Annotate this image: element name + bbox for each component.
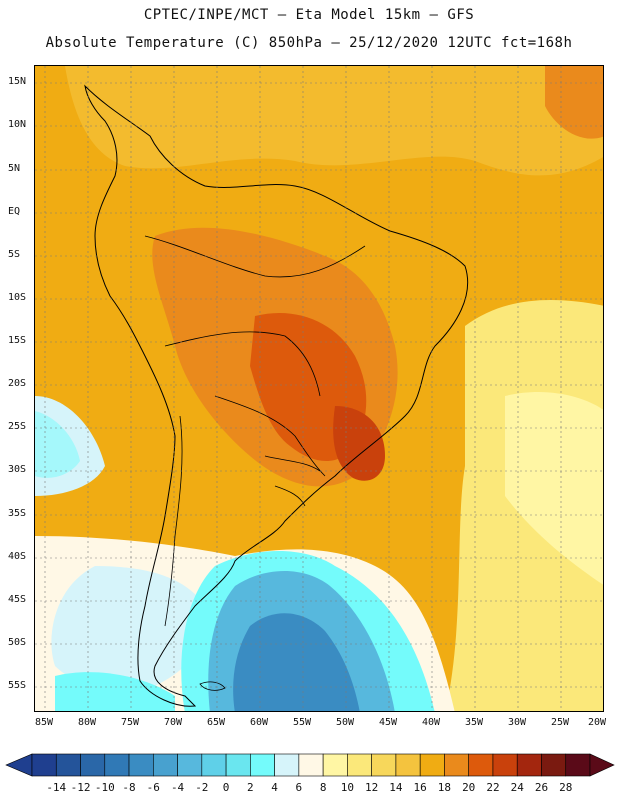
field-cool-southwest: [51, 566, 208, 690]
border-uruguay: [264, 455, 321, 472]
lat-label-25s: 25S: [8, 421, 27, 432]
lat-label-10s: 10S: [8, 292, 27, 303]
colorbar-swatch: [250, 753, 275, 777]
colorbar-swatch: [371, 753, 397, 777]
lon-label-20w: 20W: [587, 717, 607, 728]
colorbar-swatch: [31, 753, 57, 777]
lon-label-70w: 70W: [163, 717, 183, 728]
field-cold-south-inner: [233, 613, 360, 711]
lon-label-55w: 55W: [292, 717, 312, 728]
colorbar-label: -8: [122, 781, 136, 794]
lon-label-50w: 50W: [335, 717, 355, 728]
colorbar-label: -2: [195, 781, 209, 794]
lat-label-20s: 20S: [8, 378, 27, 389]
lat-label-55s: 55S: [8, 680, 27, 691]
colorbar-swatch: [565, 753, 591, 777]
colorbar-label: 14: [389, 781, 403, 794]
colorbar-swatch: [516, 753, 542, 777]
colorbar-label: 0: [222, 781, 230, 794]
colorbar-swatch: [55, 753, 81, 777]
lat-label-15s: 15S: [8, 335, 27, 346]
border-andes: [164, 415, 183, 627]
temperature-field-map: [35, 66, 603, 711]
colorbar-label: 22: [486, 781, 500, 794]
map-plot-area[interactable]: [34, 65, 604, 712]
colorbar-label: 12: [365, 781, 379, 794]
colorbar-swatch: [153, 753, 178, 777]
colorbar-label: 8: [319, 781, 327, 794]
colorbar-swatch: [444, 753, 469, 777]
colorbar-label: -4: [170, 781, 185, 794]
lon-label-60w: 60W: [249, 717, 269, 728]
colorbar-swatch: [419, 753, 445, 777]
coast-rio-plata: [274, 485, 306, 507]
colorbar-max-arrow: [589, 753, 615, 777]
colorbar-swatch: [492, 753, 518, 777]
colorbar-min-arrow: [5, 753, 33, 777]
colorbar-label: 26: [534, 781, 549, 794]
colorbar-swatch: [274, 753, 300, 777]
colorbar-swatch: [225, 753, 251, 777]
lat-label-30s: 30S: [8, 464, 27, 475]
colorbar-swatch: [298, 753, 324, 777]
lat-label-35s: 35S: [8, 508, 27, 519]
field-ne-warm: [545, 66, 603, 139]
lat-label-45s: 45S: [8, 594, 27, 605]
lat-label-40s: 40S: [8, 551, 27, 562]
falklands-outline: [199, 681, 226, 691]
colorbar-label: 6: [295, 781, 303, 794]
colorbar-swatch: [128, 753, 154, 777]
lon-label-45w: 45W: [378, 717, 398, 728]
colorbar-label: 16: [413, 781, 427, 794]
lat-label-50s: 50S: [8, 637, 27, 648]
lat-label-5s: 5S: [8, 249, 21, 260]
colorbar-swatch: [322, 753, 348, 777]
map-subtitle: Absolute Temperature (C) 850hPa – 25/12/…: [45, 35, 573, 51]
lon-label-40w: 40W: [421, 717, 441, 728]
colorbar-label: 20: [462, 781, 476, 794]
colorbar-label: 18: [437, 781, 452, 794]
colorbar-label: -14: [46, 781, 67, 794]
colorbar-label: 10: [340, 781, 355, 794]
temperature-colorbar: [5, 753, 615, 777]
lat-label-5n: 5N: [8, 163, 21, 174]
colorbar-label: 2: [247, 781, 254, 794]
map-title: CPTEC/INPE/MCT – Eta Model 15km – GFS: [143, 7, 475, 23]
colorbar-swatch: [201, 753, 227, 777]
lon-label-85w: 85W: [34, 717, 54, 728]
lon-label-30w: 30W: [507, 717, 527, 728]
lon-label-75w: 75W: [120, 717, 140, 728]
lon-label-65w: 65W: [206, 717, 226, 728]
colorbar-label: -12: [70, 781, 91, 794]
colorbar-label: 4: [271, 781, 278, 794]
lon-label-35w: 35W: [464, 717, 484, 728]
field-north-band: [65, 66, 603, 176]
lat-label-10n: 10N: [8, 119, 27, 130]
colorbar-swatch: [541, 753, 567, 777]
lon-label-80w: 80W: [77, 717, 97, 728]
colorbar-swatch: [104, 753, 130, 777]
lon-label-25w: 25W: [550, 717, 570, 728]
colorbar-label: 24: [510, 781, 524, 794]
colorbar-label: -10: [94, 781, 115, 794]
colorbar-swatch: [468, 753, 494, 777]
colorbar-swatch: [395, 753, 421, 777]
colorbar-swatch: [80, 753, 106, 777]
border-paraguay: [214, 395, 326, 477]
lat-lon-grid: [35, 66, 603, 711]
border-amazon: [144, 235, 366, 278]
colorbar-swatch: [177, 753, 203, 777]
colorbar-label: 28: [559, 781, 573, 794]
colorbar-swatch: [347, 753, 372, 777]
field-pale-east: [505, 391, 603, 585]
lat-label-15n: 15N: [8, 76, 27, 87]
lat-label-eq: EQ: [8, 206, 21, 217]
colorbar-label: -6: [146, 781, 160, 794]
border-bolivia: [164, 331, 321, 397]
field-cold-sw-tip: [55, 672, 175, 711]
